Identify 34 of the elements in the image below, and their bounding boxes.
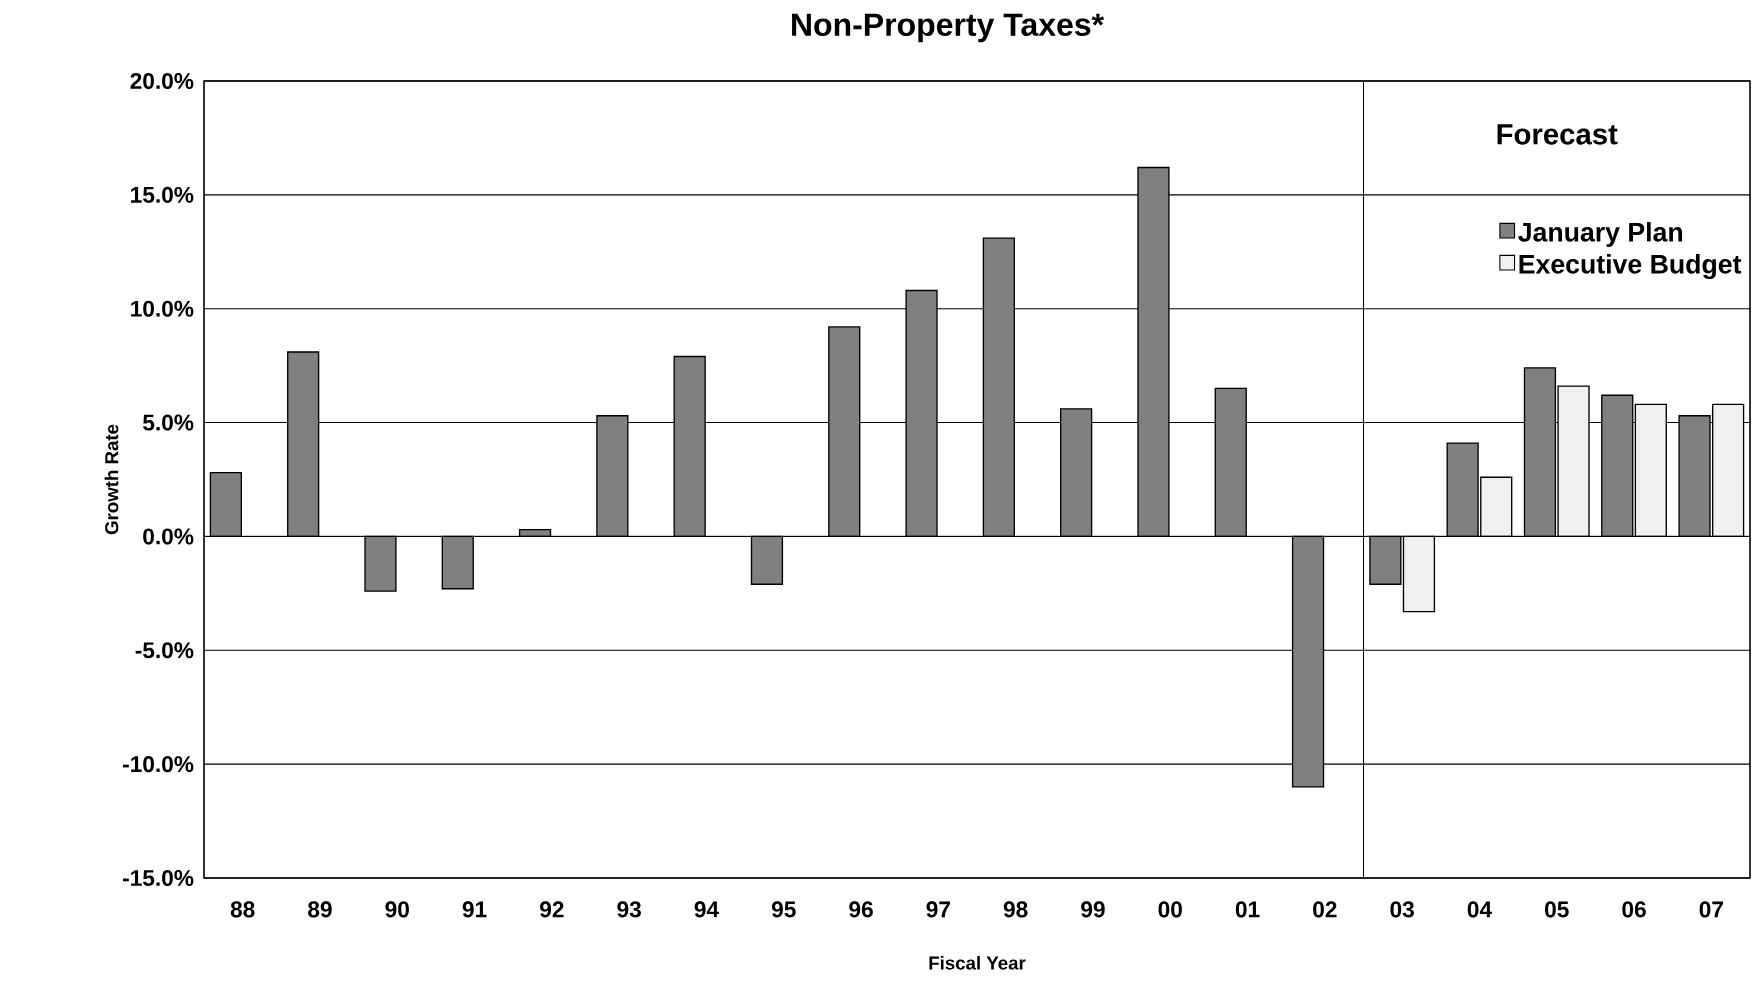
x-tick-label: 97 — [926, 901, 950, 918]
x-tick-label: 00 — [1158, 901, 1182, 918]
y-tick-label: 0.0% — [143, 528, 194, 545]
x-tick-label: 93 — [617, 901, 641, 918]
x-tick-label: 01 — [1235, 901, 1260, 918]
x-tick-label: 07 — [1699, 901, 1723, 918]
y-tick-label: -10.0% — [123, 756, 194, 773]
x-axis-title: Fiscal Year — [929, 955, 1026, 970]
y-tick-label: 15.0% — [131, 186, 194, 203]
x-tick-label: 92 — [540, 901, 564, 918]
y-tick-label: 5.0% — [142, 414, 194, 431]
x-tick-label: 05 — [1545, 901, 1569, 918]
y-tick-label: 20.0% — [130, 72, 194, 90]
x-tick-label: 90 — [385, 901, 409, 918]
x-tick-label: 89 — [308, 901, 332, 918]
x-tick-label: 96 — [849, 901, 873, 918]
y-axis-title: Growth Rate — [104, 424, 119, 535]
x-tick-label: 95 — [771, 901, 796, 918]
x-tick-label: 02 — [1313, 901, 1337, 918]
x-tick-label: 06 — [1622, 901, 1646, 918]
x-tick-label: 04 — [1467, 901, 1492, 918]
x-tick-label: 91 — [462, 901, 487, 918]
y-tick-label: -15.0% — [123, 869, 194, 887]
legend-label: January Plan — [1518, 222, 1683, 247]
chart-title: Non-Property Taxes* — [792, 13, 1105, 43]
legend-label: Executive Budget — [1519, 254, 1742, 280]
x-tick-label: 99 — [1081, 901, 1105, 918]
x-tick-label: 94 — [694, 901, 719, 918]
x-tick-label: 98 — [1003, 901, 1028, 918]
x-tick-label: 03 — [1390, 901, 1414, 918]
y-tick-label: 10.0% — [131, 300, 194, 317]
annotation: Forecast — [1497, 124, 1618, 145]
x-tick-label: 88 — [230, 901, 255, 918]
y-tick-label: -5.0% — [135, 642, 194, 659]
